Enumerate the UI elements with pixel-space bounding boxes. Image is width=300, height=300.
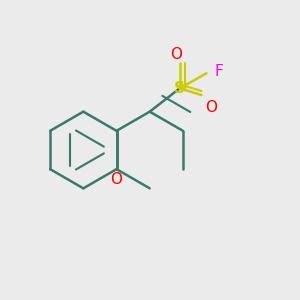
Text: F: F — [215, 64, 224, 79]
Text: O: O — [170, 47, 182, 62]
Text: O: O — [110, 172, 122, 188]
Text: S: S — [174, 81, 185, 96]
Text: O: O — [205, 100, 217, 115]
